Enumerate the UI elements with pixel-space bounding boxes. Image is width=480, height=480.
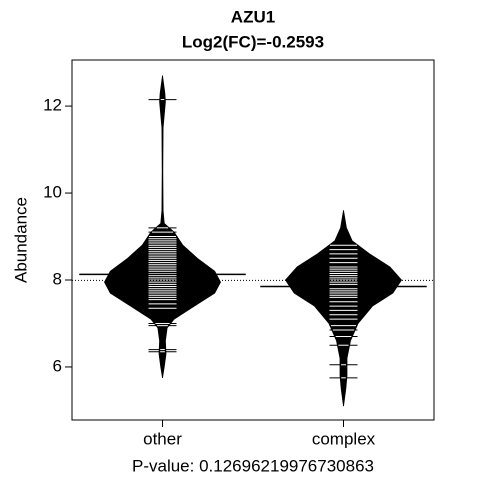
y-tick-label: 8	[53, 269, 62, 288]
x-tick-label: complex	[312, 429, 376, 448]
chart-title: AZU1	[231, 7, 275, 26]
y-tick-label: 6	[53, 356, 62, 375]
chart-subtitle: Log2(FC)=-0.2593	[182, 32, 324, 51]
y-tick-label: 12	[43, 96, 62, 115]
bean-half	[104, 75, 163, 378]
bean-half	[162, 75, 221, 378]
y-tick-label: 10	[43, 183, 62, 202]
bean-half	[343, 210, 403, 407]
x-axis-label: P-value: 0.12696219976730863	[132, 456, 374, 475]
plot-frame	[71, 59, 435, 421]
x-tick-label: other	[143, 429, 182, 448]
bean-half	[284, 210, 344, 407]
y-axis-label: Abundance	[11, 197, 30, 283]
